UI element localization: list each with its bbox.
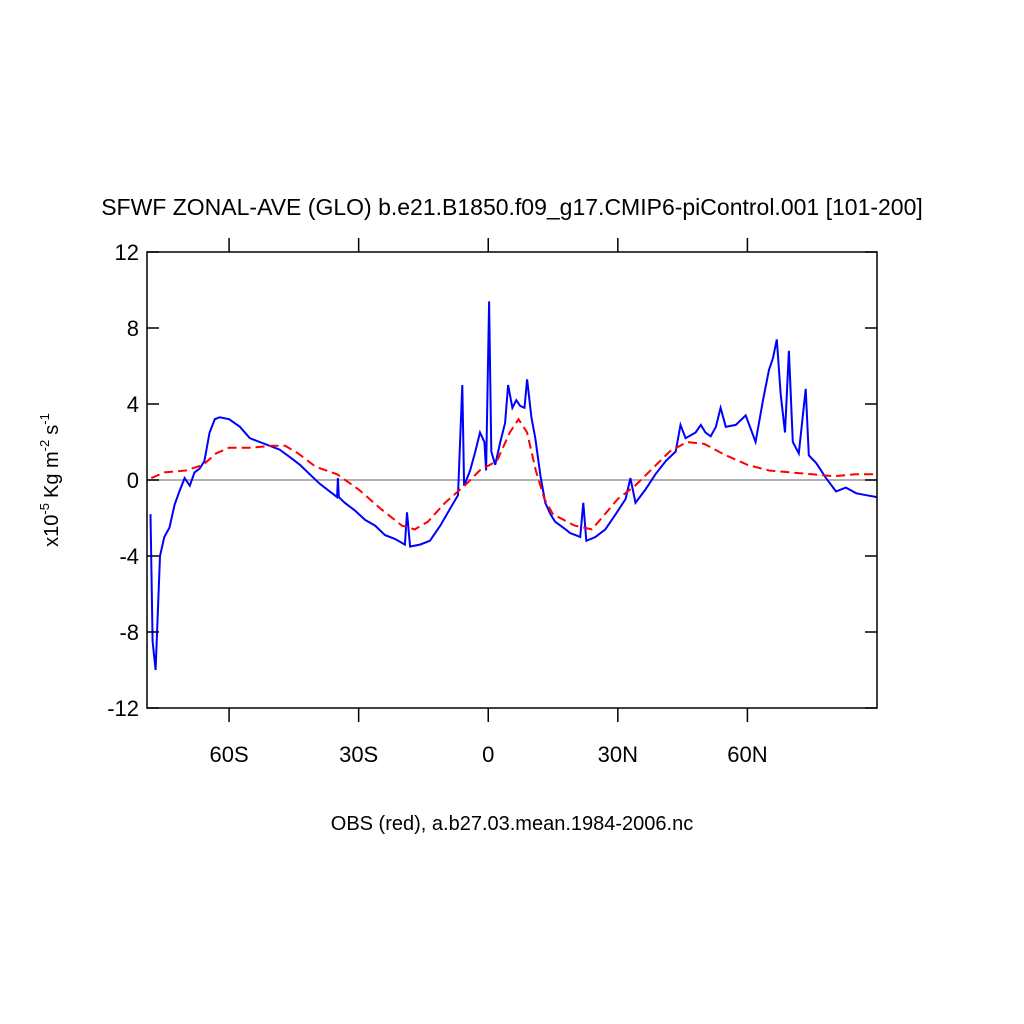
y-label-sup: -1 xyxy=(37,413,52,425)
y-tick-label: 12 xyxy=(115,240,139,265)
y-label-part: x10 xyxy=(41,515,63,547)
y-tick-label: -4 xyxy=(119,544,139,569)
y-tick-label: 4 xyxy=(127,392,139,417)
x-axis-label: OBS (red), a.b27.03.mean.1984-2006.nc xyxy=(331,813,693,835)
y-axis-label: x10-5 Kg m-2 s-1 xyxy=(37,413,63,547)
y-label-part: s xyxy=(41,425,63,435)
y-tick-label: 8 xyxy=(127,316,139,341)
x-tick-label: 60N xyxy=(727,742,767,767)
y-tick-label: -8 xyxy=(119,620,139,645)
chart-title: SFWF ZONAL-AVE (GLO) b.e21.B1850.f09_g17… xyxy=(101,194,923,220)
data-line xyxy=(149,301,878,671)
y-tick-label: -12 xyxy=(107,696,139,721)
x-tick-label: 30N xyxy=(598,742,638,767)
x-tick-label: 60S xyxy=(209,742,248,767)
y-tick-label: 0 xyxy=(127,468,139,493)
x-tick-label: 30S xyxy=(339,742,378,767)
y-label-sup: -2 xyxy=(37,440,52,452)
data-line xyxy=(150,417,877,531)
y-label-part: Kg m xyxy=(41,451,63,498)
x-tick-label: 0 xyxy=(482,742,494,767)
y-label-sup: -5 xyxy=(37,503,52,515)
